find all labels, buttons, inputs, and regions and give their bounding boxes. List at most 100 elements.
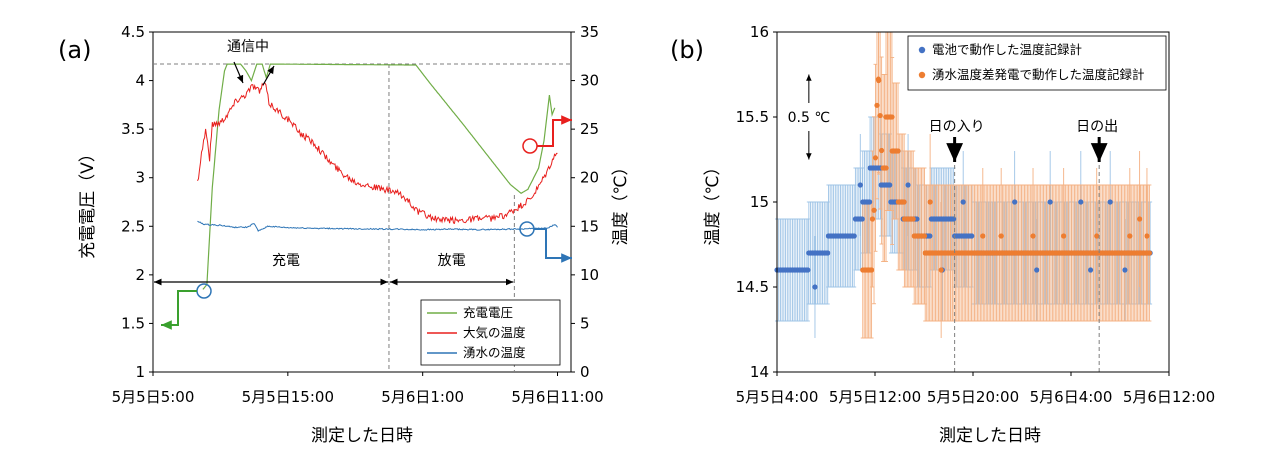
data-point: [1107, 199, 1113, 205]
data-point: [927, 199, 933, 205]
data-point: [868, 267, 875, 273]
charge-period-label: 充電: [272, 253, 300, 269]
data-point: [859, 216, 865, 222]
legend-entry-charge-voltage: 充電電圧: [463, 305, 513, 320]
plot-area-a: [152, 31, 572, 373]
y-tick-label: 5: [580, 314, 590, 332]
x-tick-label: 5月6日11:00: [511, 388, 603, 406]
legend-a: 充電電圧 大気の温度 湧水の温度: [420, 299, 561, 366]
y-tick-label: 30: [580, 72, 599, 90]
series-line-air-temp: [197, 82, 558, 224]
data-point: [1094, 233, 1100, 239]
data-point: [1047, 199, 1053, 205]
y-tick-label: 20: [580, 169, 599, 187]
data-point: [905, 182, 911, 188]
data-point: [895, 148, 901, 154]
data-point: [871, 207, 877, 213]
sunrise-label: 日の出: [1076, 119, 1118, 135]
data-point: [1088, 267, 1094, 273]
x-tick-label: 5月6日12:00: [1123, 388, 1215, 406]
legend-swatch-battery-logger: [918, 46, 926, 54]
data-point: [1127, 233, 1133, 239]
data-point: [1144, 233, 1150, 239]
x-tick-label: 5月6日1:00: [381, 388, 464, 406]
data-point: [876, 77, 882, 84]
y-tick-label: 25: [580, 120, 599, 138]
data-point: [910, 216, 916, 222]
half-degree-label: 0.5 ℃: [788, 110, 830, 126]
y-tick-label: 35: [580, 23, 599, 41]
y-axis-ticks-b: 14 14.5 15 15.5 16: [736, 23, 777, 381]
y-tick-label: 16: [750, 23, 769, 41]
data-point: [869, 216, 876, 222]
y-tick-label: 15.5: [736, 108, 769, 126]
x-tick-label: 5月6日4:00: [1030, 388, 1113, 406]
series-line-spring-temp: [197, 220, 558, 233]
data-point: [879, 147, 885, 154]
x-tick-label: 5月5日15:00: [242, 388, 334, 406]
y-tick-label: 3.5: [121, 120, 145, 138]
data-point: [980, 233, 986, 239]
data-point: [867, 199, 873, 205]
data-point: [1078, 199, 1084, 205]
communicating-arrow-2: [262, 65, 275, 86]
sunset-label: 日の入り: [929, 119, 985, 135]
y-tick-label: 2: [135, 266, 145, 284]
data-point: [1061, 233, 1067, 239]
y-axis-label-b: 温度（℃）: [703, 158, 723, 245]
data-point: [877, 112, 883, 119]
y-tick-label: 14.5: [736, 278, 769, 296]
data-point: [851, 233, 857, 239]
data-point: [951, 216, 957, 222]
legend-entry-spring-temp: 湧水の温度: [463, 345, 526, 360]
chart-a: (a) 1 1.5 2 2.5 3 3.5 4 4.5 0 5 10 15 20 25 30 35 5月5日…: [58, 23, 631, 446]
data-point: [1034, 267, 1040, 273]
x-tick-label: 5月5日12:00: [829, 388, 921, 406]
data-point: [921, 233, 928, 239]
data-point: [1137, 216, 1143, 222]
plot-area-b: [776, 31, 1170, 373]
data-point: [857, 182, 863, 188]
legend-b: 電池で動作した温度記録計 湧水温度差発電で動作した温度記録計: [907, 35, 1167, 91]
y-tick-label: 10: [580, 266, 599, 284]
data-point: [887, 182, 893, 188]
voltage-axis-marker-circle: [196, 283, 212, 299]
legend-entry-power-gen-logger: 湧水温度差発電で動作した温度記録計: [932, 67, 1145, 82]
x-axis-ticks-b: 5月5日4:00 5月5日12:00 5月5日20:00 5月6日4:00 5月6日12…: [736, 372, 1215, 406]
y-tick-label: 1: [135, 363, 145, 381]
y-tick-label: 4: [135, 72, 145, 90]
data-point: [927, 233, 933, 239]
x-axis-label-a: 測定した日時: [311, 426, 413, 446]
x-tick-label: 5月5日20:00: [927, 388, 1019, 406]
data-point: [874, 102, 880, 108]
annotation-communicating: 通信中: [227, 39, 269, 55]
data-point: [969, 233, 975, 239]
air-temp-axis-arrow: [537, 115, 572, 147]
data-point: [812, 284, 818, 290]
y-tick-label: 1.5: [121, 314, 145, 332]
data-point: [1122, 267, 1128, 273]
data-point: [825, 250, 831, 256]
data-point: [889, 114, 895, 120]
data-point: [1030, 233, 1036, 239]
series-line-charge-voltage: [202, 63, 556, 290]
right-axis-ticks-a: 0 5 10 15 20 25 30 35: [571, 23, 599, 381]
discharge-period-label: 放電: [438, 253, 466, 269]
legend-box-b: [907, 35, 1167, 91]
left-axis-ticks-a: 1 1.5 2 2.5 3 3.5 4 4.5: [121, 23, 153, 381]
spring-temp-axis-arrow: [534, 228, 572, 263]
points-power-gen-logger: [860, 76, 1152, 273]
voltage-axis-arrow: [161, 290, 197, 330]
data-point: [805, 267, 811, 273]
data-point: [960, 199, 966, 205]
panel-label-b: (b): [670, 36, 704, 64]
y-tick-label: 15: [580, 217, 599, 235]
legend-swatch-power-gen-logger: [918, 71, 926, 79]
x-axis-ticks-a: 5月5日5:00 5月5日15:00 5月6日1:00 5月6日11:00: [112, 372, 604, 406]
legend-entry-air-temp: 大気の温度: [463, 325, 526, 340]
data-point: [1012, 199, 1018, 205]
y-tick-label: 3: [135, 169, 145, 187]
error-bars-battery-logger: [775, 116, 1153, 338]
y-tick-label: 0: [580, 363, 590, 381]
